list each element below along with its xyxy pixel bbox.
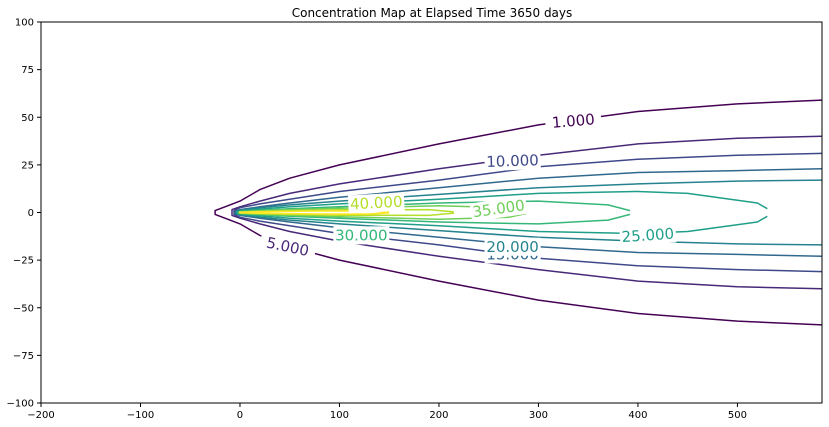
contour-label-5: 5.000 [265, 234, 311, 261]
contour-label-35: 35.000 [471, 196, 525, 221]
x-tick-label: −100 [127, 410, 154, 421]
contour-line-20 [235, 179, 823, 246]
y-tick-label: 25 [21, 160, 34, 171]
x-tick-label: 0 [237, 410, 243, 421]
contour-label-bg-30 [333, 226, 390, 245]
y-tick-label: −75 [13, 351, 34, 362]
contour-label-10: 10.000 [486, 151, 539, 171]
contour-labels: 1.0005.00010.00015.00020.00025.00030.000… [258, 109, 677, 264]
y-tick-label: 100 [15, 18, 34, 29]
y-tick-label: 0 [28, 208, 34, 219]
contour-label-bg-20 [484, 237, 541, 256]
x-tick-label: 400 [628, 410, 647, 421]
x-tick-label: 300 [529, 410, 548, 421]
y-tick-label: 50 [21, 113, 34, 124]
x-tick-label: 500 [728, 410, 747, 421]
contour-label-20: 20.000 [486, 238, 539, 256]
contour-label-bg-40 [347, 192, 405, 214]
y-tick-label: −25 [13, 256, 34, 267]
chart-title: Concentration Map at Elapsed Time 3650 d… [292, 6, 573, 20]
contour-label-bg-1 [544, 109, 602, 133]
contour-label-bg-25 [619, 224, 677, 247]
y-tick-label: 75 [21, 65, 34, 76]
contour-label-30: 30.000 [335, 226, 388, 244]
contour-label-bg-35 [469, 195, 528, 222]
x-axis-ticks: −200 −100 0 100 200 300 400 500 [27, 403, 747, 421]
y-axis-ticks: −100 −75 −50 −25 0 25 50 75 100 [7, 18, 41, 410]
contour-label-40: 40.000 [350, 193, 403, 214]
contour-line-30 [237, 200, 631, 225]
contour-label-bg-10 [484, 151, 541, 172]
plot-frame [40, 21, 823, 404]
y-tick-label: −50 [13, 303, 34, 314]
contour-line-1 [214, 99, 823, 326]
x-tick-label: −200 [27, 410, 54, 421]
contour-label-25: 25.000 [621, 225, 675, 247]
contour-line-25 [236, 190, 768, 235]
contour-label-1: 1.000 [551, 110, 595, 132]
x-tick-label: 100 [330, 410, 349, 421]
x-tick-label: 200 [429, 410, 448, 421]
y-tick-label: −100 [7, 399, 34, 410]
contour-line-45 [239, 210, 390, 215]
contour-label-bg-5 [258, 232, 317, 262]
